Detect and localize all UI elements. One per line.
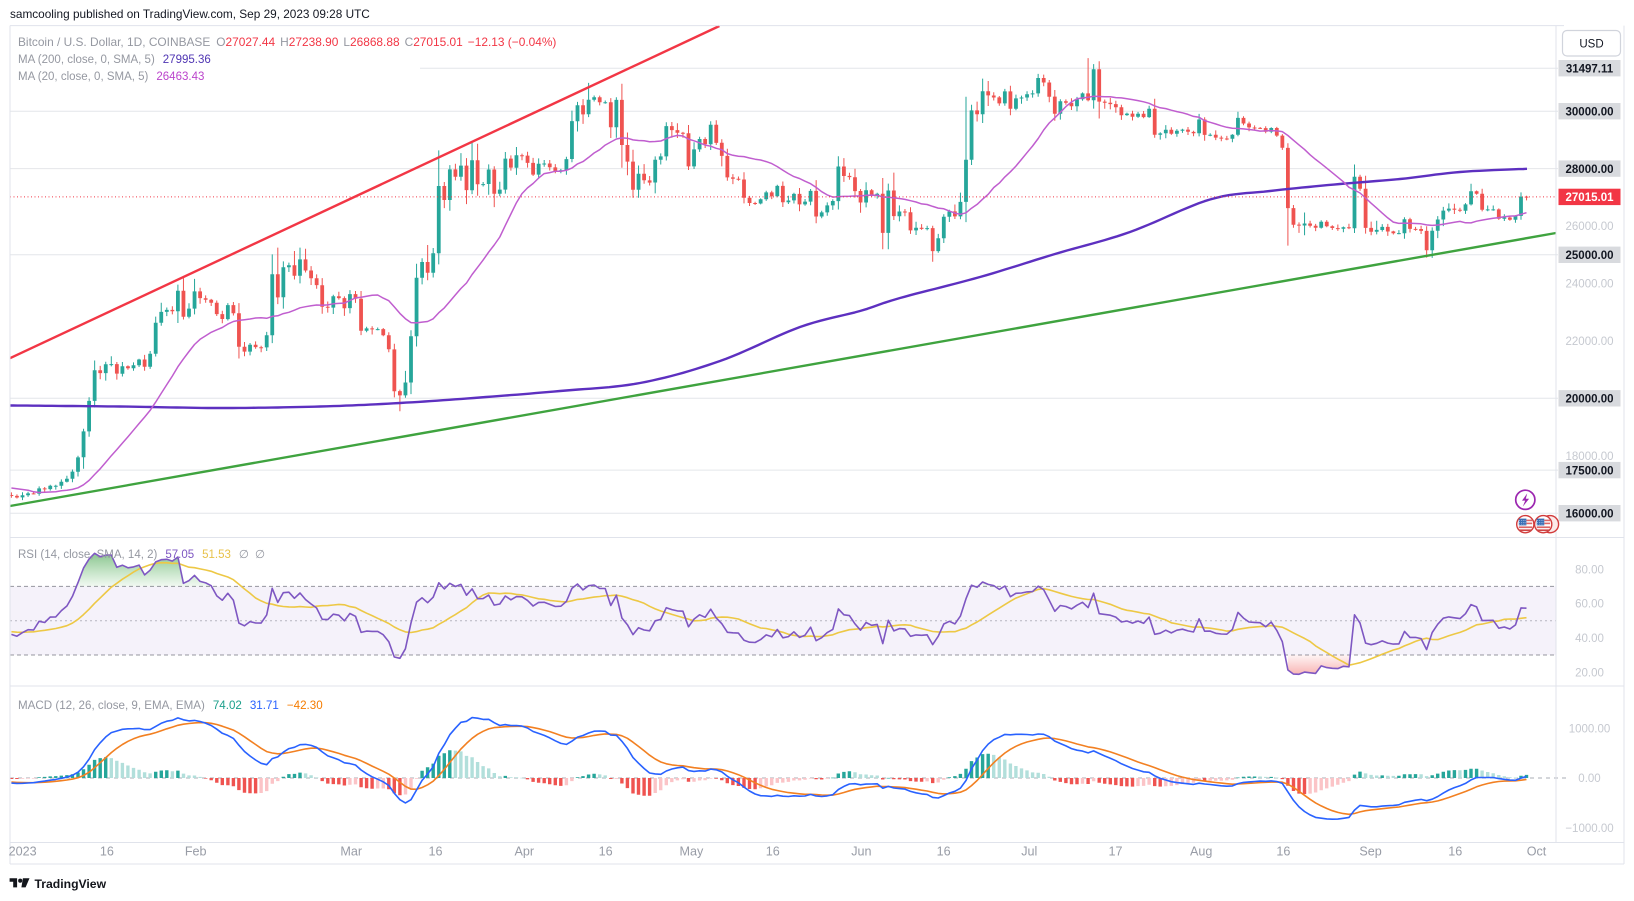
svg-text:40.00: 40.00 — [1575, 633, 1604, 645]
svg-text:25000.00: 25000.00 — [1566, 250, 1614, 262]
svg-text:Feb: Feb — [185, 845, 207, 859]
svg-text:17500.00: 17500.00 — [1566, 465, 1614, 477]
svg-text:Mar: Mar — [340, 845, 362, 859]
svg-text:1000.00: 1000.00 — [1569, 724, 1611, 736]
svg-text:May: May — [680, 845, 704, 859]
svg-text:Aug: Aug — [1190, 845, 1212, 859]
svg-text:16000.00: 16000.00 — [1566, 508, 1614, 520]
svg-text:2023: 2023 — [9, 845, 37, 859]
svg-text:16: 16 — [1448, 845, 1462, 859]
svg-text:16: 16 — [937, 845, 951, 859]
svg-text:30000.00: 30000.00 — [1566, 106, 1614, 118]
svg-text:−1000.00: −1000.00 — [1565, 823, 1613, 835]
svg-text:Sep: Sep — [1359, 845, 1381, 859]
svg-text:16: 16 — [428, 845, 442, 859]
svg-text:20.00: 20.00 — [1575, 667, 1604, 679]
svg-text:16: 16 — [100, 845, 114, 859]
svg-text:17: 17 — [1108, 845, 1122, 859]
svg-text:18000.00: 18000.00 — [1566, 451, 1614, 463]
svg-text:60.00: 60.00 — [1575, 599, 1604, 611]
svg-text:24000.00: 24000.00 — [1566, 279, 1614, 291]
svg-text:MACD (12, 26, close, 9, EMA, E: MACD (12, 26, close, 9, EMA, EMA) 74.02 31… — [18, 699, 323, 712]
svg-text:16: 16 — [599, 845, 613, 859]
svg-text:31497.11: 31497.11 — [1566, 63, 1614, 75]
svg-text:26000.00: 26000.00 — [1566, 221, 1614, 233]
svg-text:MA (200, close, 0, SMA, 5)2799: MA (200, close, 0, SMA, 5) 27995.36 — [18, 54, 211, 66]
svg-text:80.00: 80.00 — [1575, 564, 1604, 576]
svg-text:16: 16 — [1276, 845, 1290, 859]
svg-text:27015.01: 27015.01 — [1566, 192, 1615, 204]
svg-text:TradingView: TradingView — [35, 877, 107, 891]
svg-text:Jun: Jun — [851, 845, 871, 859]
svg-text:20000.00: 20000.00 — [1566, 394, 1614, 406]
svg-text:Bitcoin / U.S. Dollar, 1D, COI: Bitcoin / U.S. Dollar, 1D, COINBASE O2702… — [18, 35, 556, 49]
svg-text:0.00: 0.00 — [1578, 773, 1600, 785]
svg-text:22000.00: 22000.00 — [1566, 336, 1614, 348]
svg-text:MA (20, close, 0, SMA, 5)26463: MA (20, close, 0, SMA, 5) 26463.43 — [18, 71, 204, 83]
svg-text:samcooling published on Tradin: samcooling published on TradingView.com,… — [10, 7, 370, 21]
svg-text:Apr: Apr — [514, 845, 534, 859]
svg-text:16: 16 — [766, 845, 780, 859]
svg-text:28000.00: 28000.00 — [1566, 164, 1614, 176]
svg-text:Jul: Jul — [1021, 845, 1037, 859]
svg-text:Oct: Oct — [1527, 845, 1547, 859]
svg-text:USD: USD — [1579, 39, 1603, 51]
svg-text:RSI (14, close, SMA, 14, 2)57.: RSI (14, close, SMA, 14, 2) 57.05 51.53 ∅ ∅ — [18, 549, 265, 561]
